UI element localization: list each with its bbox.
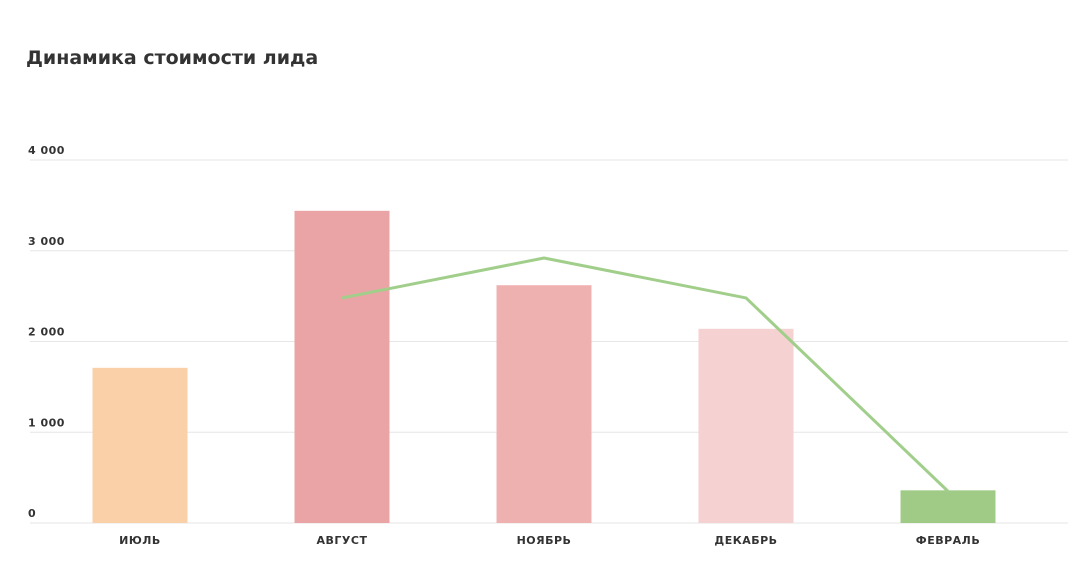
trend-line (341, 256, 950, 493)
x-tick-label: ДЕКАБРЬ (714, 534, 777, 547)
x-tick-label: НОЯБРЬ (517, 534, 572, 547)
bar (698, 328, 794, 523)
chart-title: Динамика стоимости лида (26, 47, 318, 69)
bar (496, 285, 592, 523)
x-tick-label: ФЕВРАЛЬ (916, 534, 980, 547)
bar (900, 490, 996, 523)
bar (294, 210, 390, 523)
y-tick-label: 1 000 (28, 416, 65, 429)
x-tick-label: ИЮЛЬ (119, 534, 161, 547)
x-tick-label: АВГУСТ (317, 534, 368, 547)
y-tick-label: 0 (28, 507, 36, 520)
bar (92, 367, 188, 523)
y-tick-label: 2 000 (28, 326, 65, 339)
y-tick-label: 4 000 (28, 144, 65, 157)
y-tick-label: 3 000 (28, 235, 65, 248)
